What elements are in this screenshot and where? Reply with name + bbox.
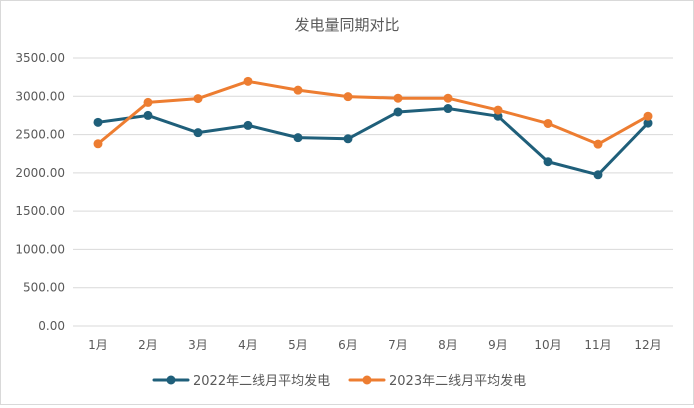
x-tick-label: 10月 <box>534 338 561 352</box>
series-line <box>96 107 650 177</box>
x-tick-label: 9月 <box>488 338 508 352</box>
legend-label: 2023年二线月平均发电 <box>389 373 526 389</box>
legend-marker <box>362 375 372 385</box>
y-tick-label: 500.00 <box>23 281 65 295</box>
data-point <box>443 104 453 114</box>
data-point <box>393 93 403 103</box>
data-point <box>343 92 353 102</box>
x-tick-label: 5月 <box>288 338 308 352</box>
y-tick-label: 1000.00 <box>15 242 65 256</box>
data-point <box>343 134 353 144</box>
legend-item: 2022年二线月平均发电 <box>152 373 330 389</box>
legend-label: 2022年二线月平均发电 <box>193 373 330 389</box>
x-tick-label: 1月 <box>88 338 108 352</box>
x-axis-labels: 1月 2月 3月 4月 5月 6月 7月 8月 9月 10月 11月 12月 <box>88 338 661 352</box>
x-tick-label: 12月 <box>634 338 661 352</box>
x-tick-label: 4月 <box>238 338 258 352</box>
x-tick-label: 3月 <box>188 338 208 352</box>
data-point <box>93 139 103 149</box>
data-point <box>293 133 303 143</box>
data-point <box>543 118 553 128</box>
y-tick-label: 3000.00 <box>15 89 65 103</box>
y-tick-label: 0.00 <box>38 319 65 333</box>
data-point <box>143 110 153 120</box>
chart-title: 发电量同期对比 <box>294 16 399 34</box>
data-point <box>643 111 653 121</box>
data-point <box>593 170 603 180</box>
data-point <box>193 94 203 104</box>
data-point <box>193 128 203 138</box>
x-tick-label: 11月 <box>584 338 611 352</box>
data-point <box>393 107 403 117</box>
x-tick-label: 2月 <box>138 338 158 352</box>
data-point <box>493 105 503 115</box>
y-tick-label: 2000.00 <box>15 166 65 180</box>
legend-marker <box>166 375 176 385</box>
data-point <box>443 93 453 103</box>
x-tick-label: 6月 <box>338 338 358 352</box>
y-tick-label: 3500.00 <box>15 51 65 65</box>
data-point <box>293 85 303 95</box>
series-lines <box>93 76 653 180</box>
data-point <box>593 139 603 149</box>
y-tick-label: 1500.00 <box>15 204 65 218</box>
data-point <box>93 117 103 127</box>
gridlines <box>73 57 673 327</box>
data-point <box>243 120 253 130</box>
legend: 2022年二线月平均发电 2023年二线月平均发电 <box>152 373 526 389</box>
series-2 <box>93 76 653 149</box>
x-tick-label: 8月 <box>438 338 458 352</box>
y-axis-labels: 0.00 500.00 1000.00 1500.00 2000.00 2500.00 30… <box>15 51 65 333</box>
x-tick-label: 7月 <box>388 338 408 352</box>
data-point <box>143 97 153 107</box>
data-point <box>243 76 253 86</box>
series-1 <box>93 104 653 180</box>
y-tick-label: 2500.00 <box>15 128 65 142</box>
data-point <box>643 118 653 128</box>
series-line <box>96 79 650 146</box>
legend-item: 2023年二线月平均发电 <box>348 373 526 389</box>
data-point <box>543 157 553 167</box>
